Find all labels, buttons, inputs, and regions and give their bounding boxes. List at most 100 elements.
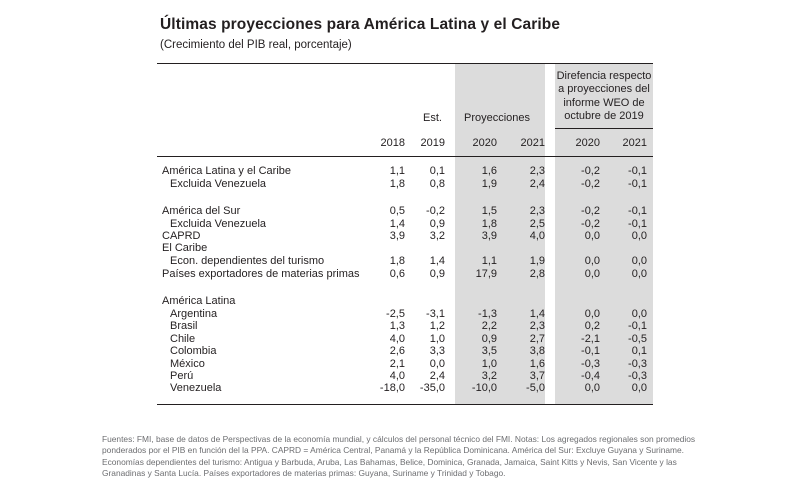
table-cell: 0,1 (429, 165, 445, 177)
table-row: Brasil 1,3 1,2 2,2 2,3 0,2 -0,1 (157, 320, 653, 333)
table-cell: -0,3 (581, 358, 600, 370)
estimate-header: Est. (423, 112, 442, 124)
table-cell: 1,8 (481, 218, 497, 230)
table-row: Excluida Venezuela 1,8 0,8 1,9 2,4 -0,2 -0,1 (157, 178, 653, 191)
table-cell: -35,0 (419, 382, 445, 394)
year-header: 2018 (380, 137, 405, 149)
table-cell: 1,1 (389, 165, 405, 177)
row-label: Argentina (170, 308, 218, 320)
table-cell: 0,0 (429, 358, 445, 370)
table-cell: 0,0 (584, 382, 600, 394)
table-cell: -0,4 (581, 370, 600, 382)
table-cell: 3,2 (481, 370, 497, 382)
table-row: Colombia 2,6 3,3 3,5 3,8 -0,1 0,1 (157, 345, 653, 358)
table-cell: 3,2 (429, 230, 445, 242)
table-cell: 2,4 (429, 370, 445, 382)
table-cell: 2,3 (529, 205, 545, 217)
table-cell: 2,8 (529, 268, 545, 280)
table-cell: 17,9 (475, 268, 497, 280)
table-cell: 4,0 (389, 333, 405, 345)
table-cell: -0,2 (581, 165, 600, 177)
table-cell: 1,4 (429, 255, 445, 267)
table-cell: 0,0 (631, 255, 647, 267)
table-cell: 2,1 (389, 358, 405, 370)
row-label: América del Sur (162, 205, 241, 217)
table-cell: 3,7 (529, 370, 545, 382)
table-cell: -0,2 (581, 205, 600, 217)
difference-header: Direfencia respecto a proyecciones del i… (555, 70, 653, 123)
table-cell: 1,6 (529, 358, 545, 370)
table-cell: 2,3 (529, 320, 545, 332)
table-cell: 2,6 (389, 345, 405, 357)
table-row: México 2,1 0,0 1,0 1,6 -0,3 -0,3 (157, 358, 653, 371)
table-row: CAPRD 3,9 3,2 3,9 4,0 0,0 0,0 (157, 230, 653, 243)
table-cell: 1,4 (529, 308, 545, 320)
row-label: Venezuela (170, 382, 222, 394)
table-cell: -0,1 (628, 218, 647, 230)
table-row: América Latina y el Caribe 1,1 0,1 1,6 2,3 -0… (157, 165, 653, 178)
table-cell: -0,1 (628, 205, 647, 217)
table-cell: 0,5 (389, 205, 405, 217)
table-cell: 0,0 (631, 268, 647, 280)
table-cell: 2,7 (529, 333, 545, 345)
table-cell: -0,2 (581, 178, 600, 190)
row-label: Brasil (170, 320, 198, 332)
row-label: Excluida Venezuela (170, 218, 267, 230)
year-header: 2019 (420, 137, 445, 149)
table-cell: 1,0 (481, 358, 497, 370)
table-cell: 4,0 (389, 370, 405, 382)
table-cell: -2,1 (581, 333, 600, 345)
table-cell: -0,1 (628, 165, 647, 177)
table-bottom-rule (157, 404, 653, 405)
table-cell: 0,0 (584, 308, 600, 320)
difference-header-line: Direfencia respecto (556, 70, 652, 82)
table-cell: 0,0 (631, 382, 647, 394)
table-cell: 0,9 (481, 333, 497, 345)
row-label: Países exportadores de materias primas (162, 268, 360, 280)
projections-header: Proyecciones (464, 112, 531, 124)
table-cell: 0,0 (631, 230, 647, 242)
year-header: 2020 (472, 137, 497, 149)
table-cell: 3,5 (481, 345, 497, 357)
table-cell: 1,0 (429, 333, 445, 345)
year-header: 2021 (520, 137, 545, 149)
table-cell: 3,9 (389, 230, 405, 242)
table-cell: -3,1 (426, 308, 445, 320)
table-cell: -0,5 (628, 333, 647, 345)
row-label: El Caribe (162, 242, 208, 254)
table-cell: 3,3 (429, 345, 445, 357)
table-cell: -5,0 (526, 382, 545, 394)
table-cell: 0,0 (584, 268, 600, 280)
table-row: América Latina (157, 295, 653, 308)
table-cell: 1,3 (389, 320, 405, 332)
table-cell: 0,8 (429, 178, 445, 190)
table-cell: 1,8 (389, 178, 405, 190)
projections-column-shade (455, 64, 555, 404)
table-cell: -0,3 (628, 370, 647, 382)
table-cell: 3,8 (529, 345, 545, 357)
table-row: Excluida Venezuela 1,4 0,9 1,8 2,5 -0,2 -0,1 (157, 218, 653, 231)
table-header-rule (157, 156, 653, 157)
table-cell: 0,9 (429, 268, 445, 280)
table-row: Chile 4,0 1,0 0,9 2,7 -2,1 -0,5 (157, 333, 653, 346)
difference-column-shade (555, 64, 653, 404)
table-cell: -18,0 (379, 382, 405, 394)
page-title: Últimas proyecciones para América Latina… (160, 16, 561, 33)
difference-header-line: octubre de 2019 (564, 109, 644, 122)
table-cell: 0,1 (631, 345, 647, 357)
table-cell: -0,3 (628, 358, 647, 370)
table-cell: 2,4 (529, 178, 545, 190)
row-label: Excluida Venezuela (170, 178, 267, 190)
column-gap (545, 64, 555, 404)
table-cell: 0,9 (429, 218, 445, 230)
table-cell: -0,2 (426, 205, 445, 217)
table-cell: 1,2 (429, 320, 445, 332)
table-cell: 1,5 (481, 205, 497, 217)
row-label: Econ. dependientes del turismo (170, 255, 325, 267)
row-label: Chile (170, 333, 196, 345)
difference-header-rule (555, 128, 653, 129)
table-top-rule (157, 63, 653, 64)
table-cell: 2,2 (481, 320, 497, 332)
table-cell: 1,4 (389, 218, 405, 230)
table-cell: 2,3 (529, 165, 545, 177)
